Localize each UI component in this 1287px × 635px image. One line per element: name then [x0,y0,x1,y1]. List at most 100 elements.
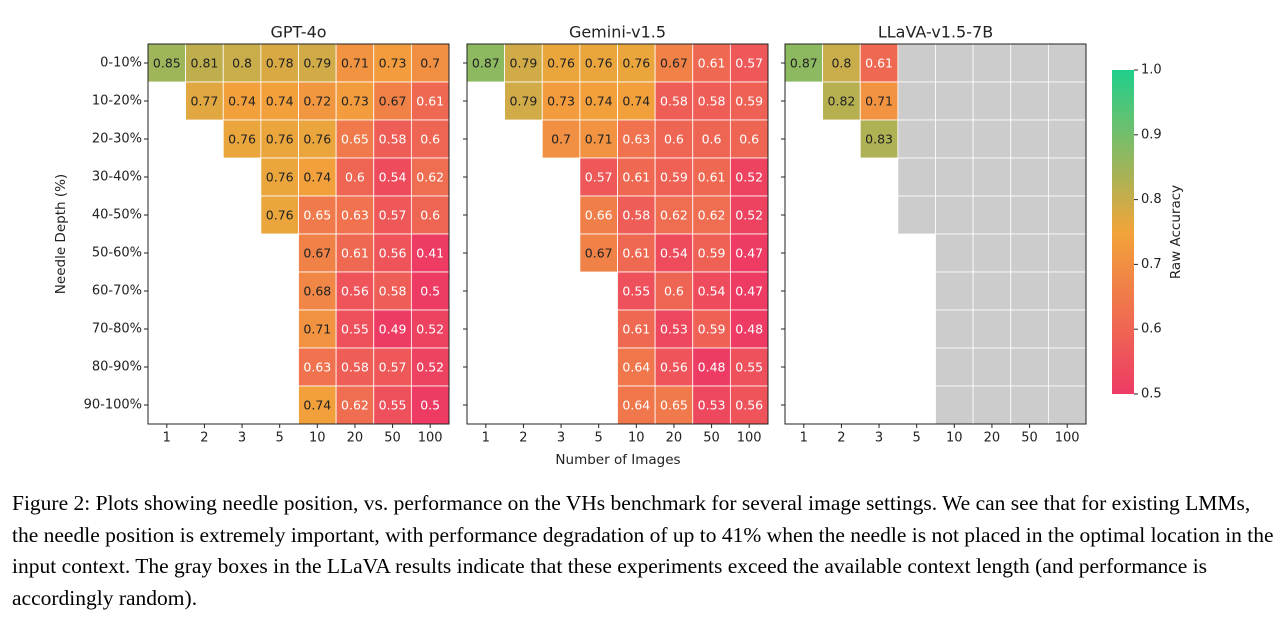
heatmap-cell [410,385,450,425]
cell-label: 0.85 [153,56,181,71]
heatmap-cell [147,43,187,83]
cell-label: 0.6 [420,208,440,223]
cell-label: 0.57 [379,360,407,375]
heatmap-cell [822,81,861,121]
cell-label: 0.6 [664,132,684,147]
heatmap-cell [897,43,936,83]
heatmap-cell [859,81,899,121]
cell-label: 0.72 [303,94,331,109]
cell-label: 0.64 [622,398,650,413]
x-tick-label: 50 [384,431,401,446]
x-tick-label: 5 [595,431,603,446]
heatmap-cell [298,195,337,235]
cell-label: 0.68 [303,284,331,299]
cell-label: 0.74 [303,170,331,185]
cell-label: 0.87 [472,56,500,71]
x-tick-label: 100 [1055,431,1080,446]
x-tick-label: 5 [913,431,921,446]
cell-label: 0.76 [547,56,575,71]
heatmap-cell [935,81,974,121]
cell-label: 0.61 [698,170,726,185]
heatmap-cell [1010,119,1049,159]
heatmap-cell [617,81,656,121]
heatmap-cell [298,309,337,349]
cell-label: 0.8 [232,56,252,71]
heatmap-cell [654,157,694,197]
heatmap-cell [298,271,337,311]
heatmap-cell [298,157,337,197]
cell-label: 0.67 [379,94,407,109]
heatmap-cell [335,195,375,235]
cell-label: 0.52 [416,322,444,337]
caption-label: Figure 2: [12,491,91,515]
cell-label: 0.63 [341,208,369,223]
y-axis-title: Needle Depth (%) [53,174,69,294]
heatmap-cell [504,43,543,83]
cell-label: 0.58 [622,208,650,223]
heatmap-cell [222,119,262,159]
heatmap-cell [935,195,974,235]
heatmap-cell [617,157,656,197]
cell-label: 0.63 [622,132,650,147]
heatmap-cell [373,347,412,387]
cell-label: 0.52 [735,208,763,223]
heatmap-cell [1047,157,1087,197]
cell-label: 0.58 [660,94,688,109]
x-tick-label: 3 [557,431,565,446]
heatmap-cell [935,309,974,349]
heatmap-cell [692,309,731,349]
x-tick-label: 1 [163,431,171,446]
heatmap-cell [617,43,656,83]
colorbar-tick-label: 0.5 [1141,387,1162,402]
heatmap-cell [185,43,224,83]
heatmap-cell [579,233,618,273]
cell-label: 0.71 [303,322,331,337]
heatmap-cell [897,157,936,197]
caption-text: Plots showing needle position, vs. perfo… [12,491,1274,610]
cell-label: 0.74 [228,94,256,109]
cell-label: 0.61 [622,322,650,337]
cell-label: 0.56 [341,284,369,299]
heatmap-cell [579,195,618,235]
x-tick-label: 1 [482,431,490,446]
heatmap-cell [260,157,299,197]
cell-label: 0.73 [379,56,407,71]
cell-label: 0.76 [266,208,294,223]
x-tick-label: 20 [347,431,364,446]
cell-label: 0.61 [416,94,444,109]
cell-label: 0.6 [702,132,722,147]
heatmap-cell [335,347,375,387]
heatmap-cell [972,309,1012,349]
heatmap-cell [729,347,769,387]
y-tick-label: 10-20% [92,94,142,109]
heatmap-cell [1047,43,1087,83]
heatmap-cell [972,157,1012,197]
y-tick-label: 50-60% [92,246,142,261]
y-tick-label: 20-30% [92,132,142,147]
cell-label: 0.58 [379,284,407,299]
cell-label: 0.62 [698,208,726,223]
cell-label: 0.41 [416,246,444,261]
y-tick-label: 40-50% [92,208,142,223]
panel-title: LLaVA-v1.5-7B [878,23,993,42]
cell-label: 0.47 [735,246,763,261]
heatmap-cell [335,119,375,159]
cell-label: 0.61 [865,56,893,71]
x-tick-label: 5 [276,431,284,446]
cell-label: 0.71 [865,94,893,109]
cell-label: 0.48 [698,360,726,375]
heatmap-cell [692,81,731,121]
heatmap-cell [1047,233,1087,273]
cell-label: 0.82 [828,94,856,109]
cell-label: 0.58 [341,360,369,375]
heatmap-cell [373,119,412,159]
heatmap-cell [1010,309,1049,349]
colorbar-tick-label: 0.6 [1141,322,1162,337]
cell-label: 0.59 [735,94,763,109]
cell-label: 0.5 [420,284,440,299]
heatmap-cell [972,233,1012,273]
cell-label: 0.53 [660,322,688,337]
cell-label: 0.52 [416,360,444,375]
x-tick-label: 10 [946,431,963,446]
heatmap-cell [972,385,1012,425]
